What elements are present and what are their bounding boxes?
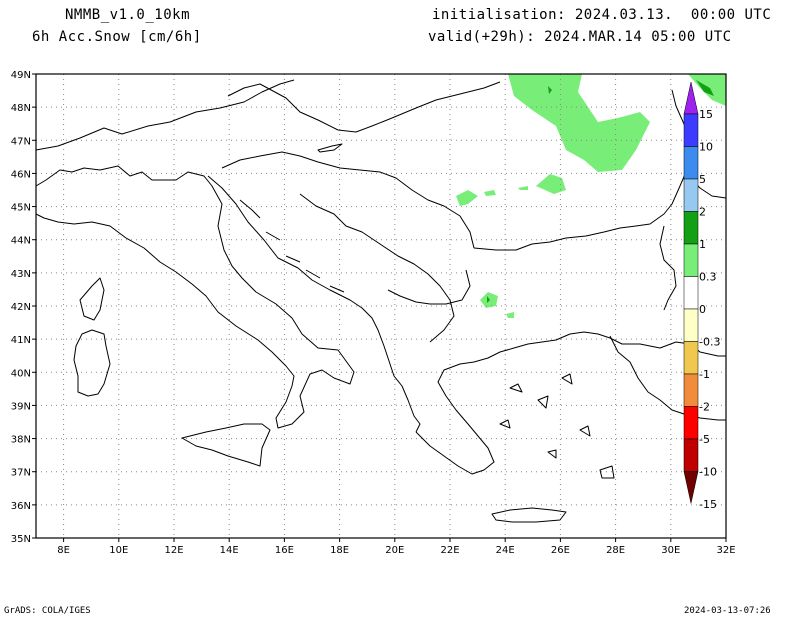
lat-label: 46N	[11, 169, 31, 180]
lat-label: 35N	[11, 534, 31, 545]
lat-label: 36N	[11, 501, 31, 512]
alpine-borders	[35, 79, 295, 151]
colorbar-cap-bottom	[683, 471, 699, 504]
colorbar-segment	[683, 146, 699, 180]
adriatic-east-coast	[207, 175, 421, 433]
colorbar-segment	[683, 308, 699, 342]
colorbar-label: 0	[699, 303, 706, 316]
colorbar-label: -10	[699, 466, 717, 479]
snow-area-small-3	[518, 186, 528, 190]
lat-label: 47N	[11, 136, 31, 147]
colorbar-label: 0.3	[699, 271, 717, 284]
lake-balaton	[317, 143, 343, 153]
balkan-inner-borders	[299, 193, 455, 343]
footer-timestamp: 2024-03-13-07:26	[684, 606, 771, 616]
lat-label: 49N	[11, 70, 31, 81]
lon-label: 20E	[385, 545, 404, 556]
latitude-labels: 49N 48N 47N 46N 45N 44N 43N 42N 41N 40N 39N 38N 37N 3…	[11, 70, 36, 545]
lon-label: 24E	[496, 545, 515, 556]
init-time: initialisation: 2024.03.13. 00:00 UTC	[432, 7, 772, 23]
central-europe-borders	[227, 81, 501, 133]
lon-label: 8E	[57, 545, 70, 556]
aegean-islands	[499, 373, 615, 479]
corsica	[79, 277, 105, 321]
greece-coastline	[415, 331, 726, 475]
dalmatian-islands	[239, 199, 345, 293]
lat-label: 39N	[11, 401, 31, 412]
colorbar-segment	[683, 438, 699, 472]
lon-label: 14E	[220, 545, 239, 556]
snow-core-layer	[487, 80, 714, 303]
snow-area-small-2	[484, 190, 496, 196]
lat-label: 40N	[11, 368, 31, 379]
snow-core-3	[487, 296, 490, 303]
colorbar-label: -1	[699, 368, 710, 381]
lat-label: 44N	[11, 236, 31, 247]
coastlines-borders	[35, 79, 727, 523]
lat-label: 38N	[11, 435, 31, 446]
snow-area-small-1	[456, 190, 478, 206]
colorbar-segment	[683, 406, 699, 440]
longitude-labels: 8E 10E 12E 14E 16E 18E 20E 22E 24E 26E 28E 30E 32E	[57, 538, 736, 556]
valid-time: valid(+29h): 2024.MAR.14 05:00 UTC	[428, 29, 732, 45]
colorbar-label: -0.3	[699, 336, 720, 349]
colorbar-label: 2	[699, 206, 706, 219]
turkey-coast	[609, 335, 726, 421]
variable-title: 6h Acc.Snow [cm/6h]	[32, 29, 202, 45]
colorbar-label: -5	[699, 433, 710, 446]
balkan-inner-borders-2	[387, 269, 471, 305]
lon-label: 30E	[661, 545, 680, 556]
lat-label: 43N	[11, 269, 31, 280]
colorbar-label: 15	[699, 108, 713, 121]
colorbar-label: 10	[699, 141, 713, 154]
colorbar-cap-top	[683, 81, 699, 115]
lon-label: 28E	[606, 545, 625, 556]
pannonian-borders	[221, 151, 475, 249]
colorbar-label: 1	[699, 238, 706, 251]
lon-label: 18E	[330, 545, 349, 556]
lon-label: 22E	[440, 545, 459, 556]
colorbar-segment	[683, 211, 699, 245]
lat-label: 42N	[11, 302, 31, 313]
lon-label: 16E	[275, 545, 294, 556]
snow-core-1	[548, 86, 552, 94]
sardinia	[73, 329, 111, 397]
lat-lon-grid	[36, 74, 726, 538]
colorbar-label: -2	[699, 401, 710, 414]
colorbar-segment	[683, 113, 699, 147]
lat-label: 41N	[11, 335, 31, 346]
colorbar-segment	[683, 341, 699, 375]
snow-area-mid	[536, 174, 566, 194]
colorbar-segment	[683, 178, 699, 212]
colorbar-segment	[683, 243, 699, 277]
snow-core-2	[696, 80, 714, 96]
colorbar-segment	[683, 373, 699, 407]
colorbar-label: -15	[699, 498, 717, 511]
danube-border	[659, 225, 677, 311]
lat-label: 45N	[11, 203, 31, 214]
sicily	[181, 423, 271, 467]
snow-area-north	[508, 74, 650, 172]
lon-label: 32E	[716, 545, 735, 556]
footer-credit: GrADS: COLA/IGES	[4, 606, 91, 616]
lon-label: 10E	[109, 545, 128, 556]
snow-area-small-4	[506, 312, 514, 318]
colorbar-segment	[683, 276, 699, 310]
color-legend: 15 10 5 2 1 0.3 0 -0.3 -1 -2 -5 -10 -15	[683, 81, 720, 511]
lat-label: 37N	[11, 468, 31, 479]
crete	[491, 507, 567, 523]
italy-coastline	[35, 165, 355, 429]
colorbar-label: 5	[699, 173, 706, 186]
lon-label: 26E	[551, 545, 570, 556]
model-title: NMMB_v1.0_10km	[65, 7, 191, 23]
lat-label: 48N	[11, 103, 31, 114]
lon-label: 12E	[164, 545, 183, 556]
